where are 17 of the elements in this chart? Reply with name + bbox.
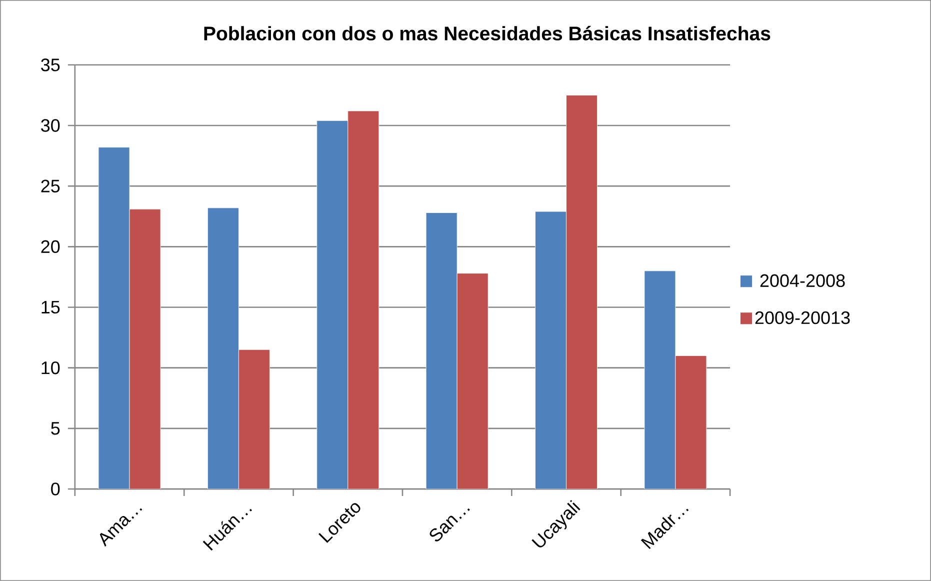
bar (238, 349, 270, 490)
y-tick-label: 10 (42, 362, 60, 374)
bar (129, 208, 161, 490)
legend-label: 2009-20013 (755, 311, 850, 324)
y-tick-label: 0 (51, 482, 60, 496)
y-tick-label: 5 (51, 422, 60, 435)
legend-label: 2004-2008 (760, 274, 845, 288)
y-tick-label: 30 (41, 119, 60, 132)
y-tick-label: 15 (42, 300, 60, 314)
y-tick-label: 35 (41, 58, 60, 72)
chart-title: Poblacion con dos o mas Necesidades Básicas Insatisfechas (204, 26, 770, 40)
y-tick-label: 25 (41, 180, 60, 192)
bar (456, 273, 488, 490)
bar (566, 95, 598, 490)
bar (675, 356, 707, 490)
y-tick-label: 20 (41, 240, 60, 254)
bar (348, 110, 380, 490)
